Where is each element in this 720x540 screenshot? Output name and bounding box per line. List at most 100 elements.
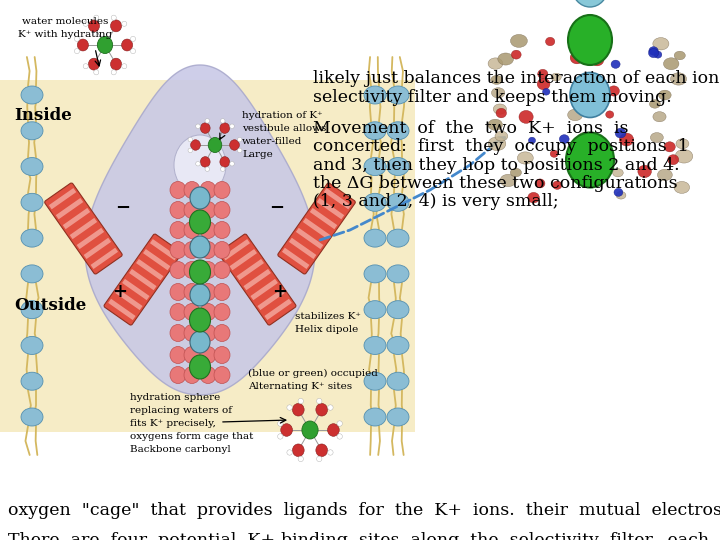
Ellipse shape bbox=[170, 367, 186, 383]
Ellipse shape bbox=[200, 157, 210, 167]
Bar bbox=[150, 239, 177, 260]
Ellipse shape bbox=[97, 37, 112, 53]
Ellipse shape bbox=[387, 122, 409, 140]
Ellipse shape bbox=[387, 372, 409, 390]
Ellipse shape bbox=[214, 347, 230, 363]
Ellipse shape bbox=[214, 325, 230, 341]
Ellipse shape bbox=[676, 139, 689, 148]
Bar bbox=[237, 259, 264, 280]
Ellipse shape bbox=[205, 167, 210, 171]
Ellipse shape bbox=[89, 58, 99, 70]
Ellipse shape bbox=[238, 148, 242, 153]
Bar bbox=[55, 198, 84, 219]
Ellipse shape bbox=[364, 301, 386, 319]
Ellipse shape bbox=[170, 221, 186, 239]
Text: water-filled: water-filled bbox=[242, 137, 302, 146]
Ellipse shape bbox=[21, 229, 43, 247]
Ellipse shape bbox=[619, 133, 634, 146]
Ellipse shape bbox=[220, 157, 230, 167]
Ellipse shape bbox=[83, 21, 89, 26]
Ellipse shape bbox=[591, 153, 598, 159]
Ellipse shape bbox=[200, 284, 216, 300]
Text: hydration sphere: hydration sphere bbox=[130, 393, 220, 402]
Ellipse shape bbox=[220, 167, 225, 171]
Ellipse shape bbox=[663, 58, 679, 70]
Ellipse shape bbox=[184, 221, 200, 239]
Ellipse shape bbox=[122, 64, 127, 69]
Bar bbox=[251, 279, 278, 300]
Ellipse shape bbox=[21, 265, 43, 283]
Ellipse shape bbox=[616, 192, 626, 199]
Ellipse shape bbox=[649, 100, 660, 108]
Text: stabilizes K⁺: stabilizes K⁺ bbox=[295, 312, 361, 321]
Ellipse shape bbox=[649, 46, 658, 55]
Bar bbox=[303, 218, 330, 239]
Ellipse shape bbox=[537, 78, 550, 90]
Ellipse shape bbox=[528, 137, 536, 144]
Ellipse shape bbox=[122, 21, 127, 26]
Ellipse shape bbox=[21, 408, 43, 426]
Ellipse shape bbox=[220, 119, 225, 123]
Ellipse shape bbox=[170, 201, 186, 219]
Ellipse shape bbox=[543, 89, 550, 95]
Bar bbox=[63, 208, 90, 229]
Text: +: + bbox=[112, 283, 127, 301]
Ellipse shape bbox=[664, 142, 675, 152]
Ellipse shape bbox=[292, 403, 304, 416]
Bar bbox=[70, 218, 97, 239]
Bar bbox=[129, 269, 156, 290]
Ellipse shape bbox=[387, 301, 409, 319]
Ellipse shape bbox=[488, 58, 503, 69]
Text: K⁺ with hydrating: K⁺ with hydrating bbox=[18, 30, 112, 39]
Ellipse shape bbox=[653, 112, 666, 122]
Ellipse shape bbox=[190, 236, 210, 258]
Ellipse shape bbox=[495, 131, 508, 141]
Text: hydration of K⁺: hydration of K⁺ bbox=[242, 111, 323, 120]
Ellipse shape bbox=[184, 325, 200, 341]
Ellipse shape bbox=[364, 158, 386, 176]
Ellipse shape bbox=[511, 50, 521, 59]
Ellipse shape bbox=[670, 73, 687, 85]
Ellipse shape bbox=[546, 37, 555, 46]
Ellipse shape bbox=[550, 150, 558, 157]
Ellipse shape bbox=[613, 168, 624, 177]
Ellipse shape bbox=[21, 301, 43, 319]
Ellipse shape bbox=[208, 138, 222, 152]
Ellipse shape bbox=[278, 421, 283, 426]
Ellipse shape bbox=[328, 405, 333, 410]
Bar bbox=[0, 80, 415, 432]
Ellipse shape bbox=[200, 241, 216, 259]
Ellipse shape bbox=[659, 90, 671, 100]
Bar bbox=[108, 299, 135, 320]
Ellipse shape bbox=[77, 39, 89, 51]
Ellipse shape bbox=[170, 284, 186, 300]
Ellipse shape bbox=[493, 104, 506, 114]
FancyBboxPatch shape bbox=[45, 183, 122, 274]
Ellipse shape bbox=[184, 181, 200, 199]
Ellipse shape bbox=[214, 241, 230, 259]
Text: −: − bbox=[269, 199, 284, 217]
Bar bbox=[310, 208, 337, 229]
Ellipse shape bbox=[491, 76, 503, 84]
Bar bbox=[136, 259, 163, 280]
Ellipse shape bbox=[337, 434, 343, 439]
Text: Movement  of  the  two  K+  ions  is: Movement of the two K+ ions is bbox=[313, 120, 629, 137]
Ellipse shape bbox=[328, 424, 339, 436]
Ellipse shape bbox=[364, 408, 386, 426]
Ellipse shape bbox=[214, 261, 230, 279]
Bar bbox=[324, 188, 351, 210]
Text: There  are  four  potential  K+-binding  sites  along  the  selectivity  filter,: There are four potential K+-binding site… bbox=[8, 532, 720, 540]
Polygon shape bbox=[85, 65, 315, 395]
Ellipse shape bbox=[278, 434, 283, 439]
Ellipse shape bbox=[190, 187, 210, 209]
Ellipse shape bbox=[528, 192, 539, 203]
Text: oxygens form cage that: oxygens form cage that bbox=[130, 432, 253, 441]
Ellipse shape bbox=[364, 122, 386, 140]
Bar bbox=[230, 249, 257, 271]
Ellipse shape bbox=[298, 399, 303, 404]
Ellipse shape bbox=[184, 284, 200, 300]
Bar bbox=[91, 248, 118, 269]
Ellipse shape bbox=[220, 123, 230, 133]
Ellipse shape bbox=[189, 210, 210, 234]
Text: concerted:  first  they  occupy  positions  1: concerted: first they occupy positions 1 bbox=[313, 138, 689, 155]
